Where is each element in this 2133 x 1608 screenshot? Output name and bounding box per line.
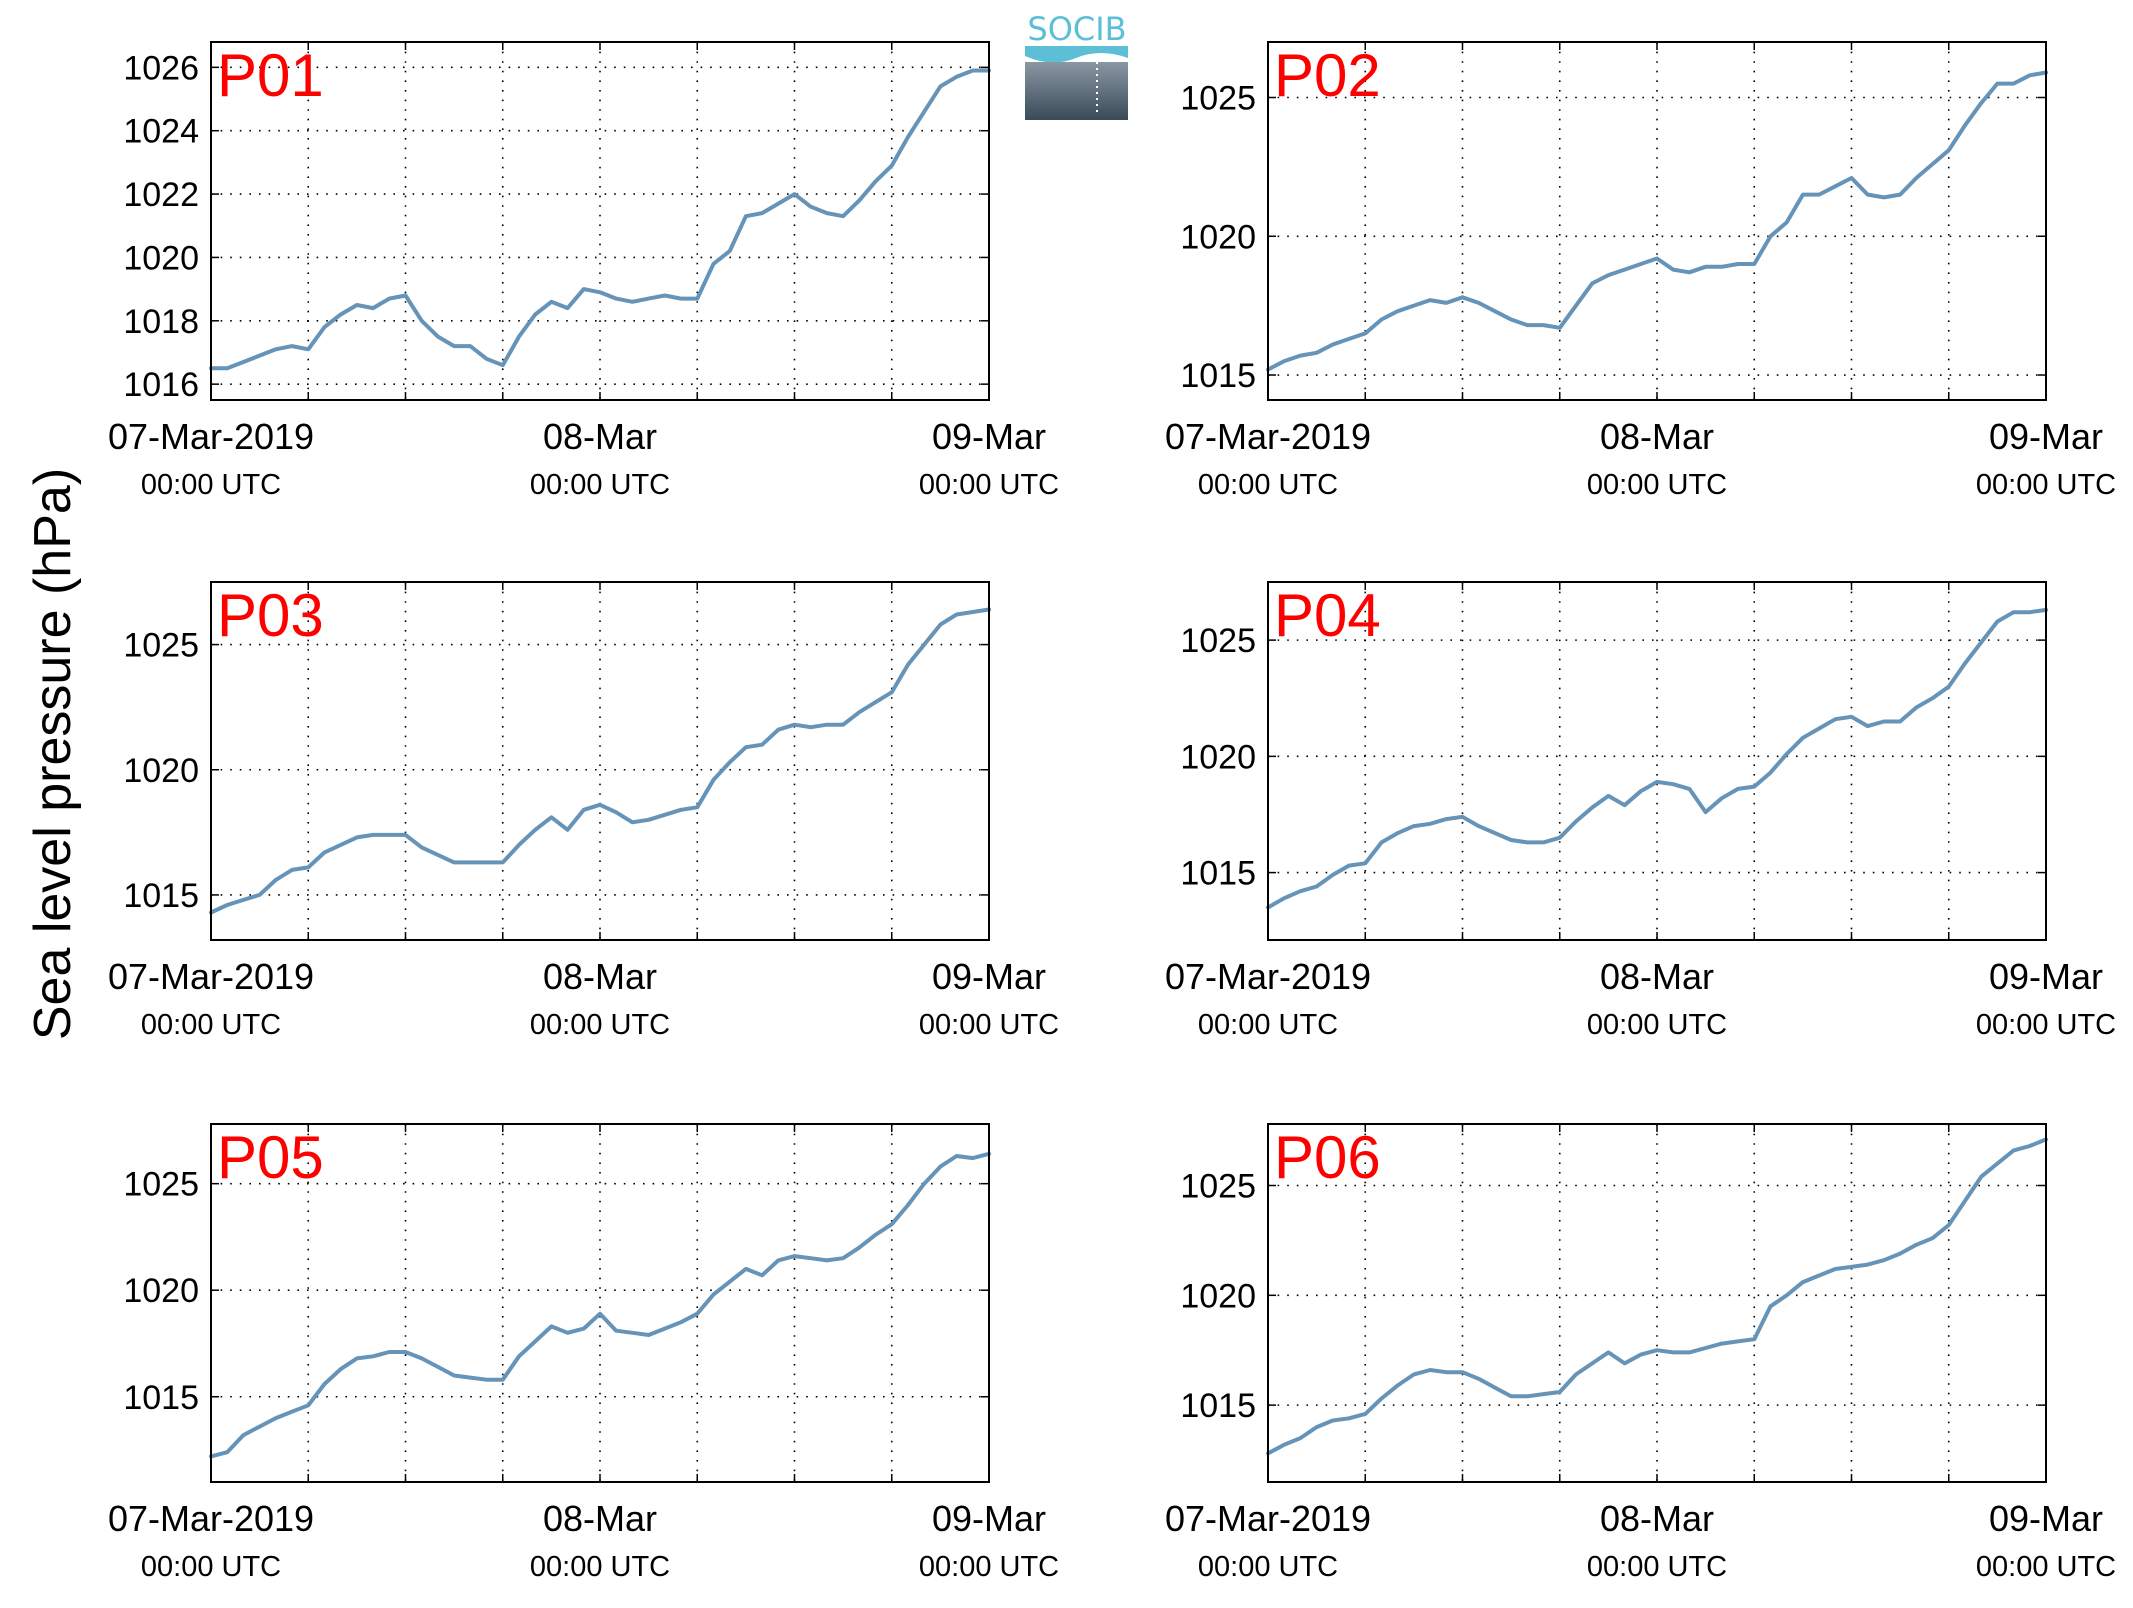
x-tick-label: 08-Mar [1600,1498,1714,1539]
y-tick-label: 1025 [1180,1167,1256,1205]
panel-label: P03 [217,582,324,649]
x-tick-label: 07-Mar-2019 [108,956,314,997]
logo-wave-icon [1025,46,1128,63]
x-tick-sublabel: 00:00 UTC [141,469,281,501]
panel-label: P01 [217,42,324,109]
y-tick-label: 1020 [123,239,199,277]
x-tick-sublabel: 00:00 UTC [530,469,670,501]
y-axis-label: Sea level pressure (hPa) [24,468,82,1040]
x-tick-sublabel: 00:00 UTC [530,1551,670,1583]
x-tick-label: 09-Mar [1989,416,2103,457]
series-line [1266,1137,2048,1456]
y-tick-label: 1024 [123,113,199,151]
y-tick-label: 1020 [1180,218,1256,256]
y-tick-label: 1020 [123,1272,199,1310]
x-tick-sublabel: 00:00 UTC [919,1551,1059,1583]
series-line [1266,70,2048,372]
x-tick-sublabel: 00:00 UTC [1976,469,2116,501]
logo-block-icon [1025,62,1128,120]
x-tick-sublabel: 00:00 UTC [141,1009,281,1041]
x-tick-sublabel: 00:00 UTC [919,469,1059,501]
panels: 1016 1018 1020 1022 1024 1026 07-Mar-2019 00:00… [108,41,2116,1583]
x-tick-label: 09-Mar [1989,956,2103,997]
y-tick-label: 1022 [123,176,199,214]
y-tick-label: 1020 [1180,1277,1256,1315]
y-tick-label: 1016 [123,366,199,404]
x-tick-sublabel: 00:00 UTC [1198,469,1338,501]
panel-p03: 1015 1020 1025 07-Mar-2019 00:00 UTC 08-Mar 00… [108,581,1059,1041]
axes-box [210,41,990,401]
panel-label: P04 [1274,582,1381,649]
x-tick-label: 07-Mar-2019 [1165,416,1371,457]
x-tick-label: 09-Mar [932,956,1046,997]
x-tick-sublabel: 00:00 UTC [1587,1551,1727,1583]
y-tick-label: 1026 [123,49,199,87]
x-tick-label: 07-Mar-2019 [1165,956,1371,997]
y-tick-label: 1015 [123,1379,199,1417]
y-tick-label: 1020 [123,752,199,790]
x-tick-sublabel: 00:00 UTC [919,1009,1059,1041]
x-tick-label: 08-Mar [543,1498,657,1539]
panel-p04: 1015 1020 1025 07-Mar-2019 00:00 UTC 08-Mar 00… [1165,581,2116,1041]
x-tick-label: 09-Mar [932,1498,1046,1539]
y-tick-label: 1018 [123,303,199,341]
x-tick-sublabel: 00:00 UTC [530,1009,670,1041]
x-tick-sublabel: 00:00 UTC [1587,1009,1727,1041]
y-tick-label: 1025 [1180,80,1256,118]
socib-logo: SOCIB [1025,10,1128,120]
series-line [209,607,991,915]
panel-label: P02 [1274,42,1381,109]
y-tick-label: 1015 [1180,1387,1256,1425]
x-tick-label: 09-Mar [932,416,1046,457]
axes-box [1267,581,2047,941]
x-tick-sublabel: 00:00 UTC [1976,1551,2116,1583]
x-tick-label: 07-Mar-2019 [108,416,314,457]
x-tick-sublabel: 00:00 UTC [1976,1009,2116,1041]
x-tick-label: 07-Mar-2019 [108,1498,314,1539]
axes-box [210,581,990,941]
x-tick-label: 08-Mar [1600,956,1714,997]
y-tick-label: 1015 [123,877,199,915]
series-line [1266,607,2048,910]
x-tick-sublabel: 00:00 UTC [141,1551,281,1583]
panel-label: P05 [217,1124,324,1191]
x-tick-label: 08-Mar [543,956,657,997]
x-tick-label: 08-Mar [543,416,657,457]
x-tick-sublabel: 00:00 UTC [1198,1009,1338,1041]
series-line [209,1151,991,1459]
y-tick-label: 1025 [123,1166,199,1204]
x-tick-sublabel: 00:00 UTC [1587,469,1727,501]
y-tick-label: 1015 [1180,357,1256,395]
panel-p06: 1015 1020 1025 07-Mar-2019 00:00 UTC 08-Mar 00… [1165,1123,2116,1583]
axes-box [210,1123,990,1483]
x-tick-label: 08-Mar [1600,416,1714,457]
axes-box [1267,41,2047,401]
socib-logo-text: SOCIB [1027,10,1126,48]
x-tick-sublabel: 00:00 UTC [1198,1551,1338,1583]
y-tick-label: 1025 [123,627,199,665]
panel-p02: 1015 1020 1025 07-Mar-2019 00:00 UTC 08-Mar 00… [1165,41,2116,501]
x-tick-label: 09-Mar [1989,1498,2103,1539]
series-line [209,68,991,371]
y-tick-label: 1020 [1180,738,1256,776]
y-tick-label: 1025 [1180,622,1256,660]
panel-p01: 1016 1018 1020 1022 1024 1026 07-Mar-2019 00:00… [108,41,1059,501]
x-tick-label: 07-Mar-2019 [1165,1498,1371,1539]
axes-box [1267,1123,2047,1483]
panel-label: P06 [1274,1124,1381,1191]
y-tick-label: 1015 [1180,855,1256,893]
panel-p05: 1015 1020 1025 07-Mar-2019 00:00 UTC 08-Mar 00… [108,1123,1059,1583]
